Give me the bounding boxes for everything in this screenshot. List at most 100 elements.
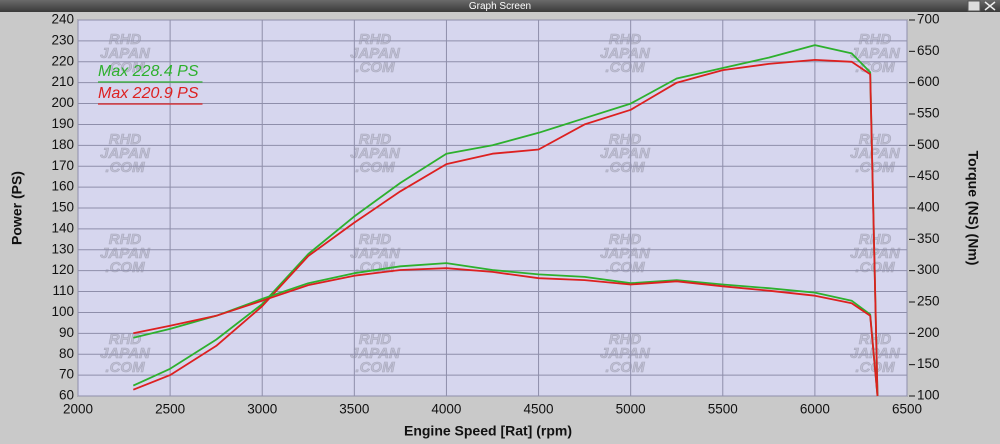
watermark: JAPAN bbox=[850, 145, 901, 162]
y-tick-label: 240 bbox=[51, 12, 74, 27]
watermark: .COM bbox=[355, 59, 395, 76]
y-axis-label: Power (PS) bbox=[9, 171, 25, 245]
y-tick-label: 230 bbox=[51, 32, 74, 47]
chart: RHDJAPAN.COMRHDJAPAN.COMRHDJAPAN.COMRHDJ… bbox=[51, 12, 939, 417]
title-bar bbox=[0, 0, 1000, 12]
y-tick-label: 200 bbox=[51, 95, 74, 110]
x-tick-label: 5500 bbox=[708, 402, 738, 417]
y2-tick-label: 500 bbox=[917, 137, 940, 152]
watermark: JAPAN bbox=[600, 45, 651, 62]
series-line bbox=[132, 44, 879, 397]
restore-button[interactable] bbox=[967, 0, 981, 12]
watermark: JAPAN bbox=[100, 45, 151, 62]
watermark: RHD bbox=[359, 131, 392, 148]
watermark: RHD bbox=[359, 31, 392, 48]
watermark: JAPAN bbox=[350, 245, 401, 262]
y2-tick-label: 700 bbox=[917, 12, 940, 27]
y2-tick-label: 100 bbox=[917, 388, 940, 403]
watermark: RHD bbox=[609, 331, 642, 348]
watermark: RHD bbox=[109, 231, 142, 248]
watermark: RHD bbox=[609, 231, 642, 248]
watermark: .COM bbox=[355, 159, 395, 176]
y-tick-label: 90 bbox=[59, 325, 74, 340]
series-line bbox=[133, 262, 879, 397]
y-tick-label: 110 bbox=[52, 283, 74, 298]
watermark: .COM bbox=[105, 259, 145, 276]
y-tick-label: 120 bbox=[51, 262, 74, 277]
watermark: RHD bbox=[359, 231, 392, 248]
watermark: JAPAN bbox=[350, 345, 401, 362]
watermark: JAPAN bbox=[350, 45, 401, 62]
y2-tick-label: 400 bbox=[917, 200, 940, 215]
series-line bbox=[133, 267, 879, 397]
y-tick-label: 130 bbox=[51, 241, 74, 256]
watermark: JAPAN bbox=[600, 245, 651, 262]
y2-axis-label: Torque (NS) (Nm) bbox=[965, 151, 981, 266]
watermark: RHD bbox=[609, 131, 642, 148]
y-tick-label: 220 bbox=[51, 53, 74, 68]
y-tick-label: 160 bbox=[51, 179, 74, 194]
x-tick-label: 2500 bbox=[155, 402, 185, 417]
y2-tick-label: 650 bbox=[917, 43, 940, 58]
y-tick-label: 170 bbox=[51, 158, 74, 173]
y-tick-label: 190 bbox=[51, 116, 74, 131]
y2-tick-label: 300 bbox=[917, 262, 940, 277]
watermark: JAPAN bbox=[100, 345, 151, 362]
watermark: RHD bbox=[859, 131, 892, 148]
watermark: JAPAN bbox=[850, 45, 901, 62]
watermark: JAPAN bbox=[100, 145, 151, 162]
watermark: RHD bbox=[109, 31, 142, 48]
x-tick-label: 3500 bbox=[339, 402, 369, 417]
x-tick-label: 5000 bbox=[616, 402, 646, 417]
close-button[interactable] bbox=[984, 1, 996, 11]
watermark: .COM bbox=[605, 59, 645, 76]
watermark: RHD bbox=[859, 231, 892, 248]
watermark: RHD bbox=[859, 31, 892, 48]
watermark: .COM bbox=[605, 159, 645, 176]
x-tick-label: 3000 bbox=[247, 402, 277, 417]
watermark: .COM bbox=[855, 159, 895, 176]
y2-tick-label: 250 bbox=[917, 294, 940, 309]
window-title: Graph Screen bbox=[469, 1, 531, 12]
y-tick-label: 60 bbox=[59, 388, 74, 403]
watermark: RHD bbox=[359, 331, 392, 348]
x-tick-label: 4500 bbox=[524, 402, 554, 417]
watermark: RHD bbox=[109, 331, 142, 348]
y-tick-label: 140 bbox=[51, 220, 74, 235]
y2-tick-label: 550 bbox=[917, 106, 940, 121]
watermark: JAPAN bbox=[850, 345, 901, 362]
y-tick-label: 150 bbox=[51, 200, 74, 215]
y-tick-label: 180 bbox=[51, 137, 74, 152]
x-tick-label: 6500 bbox=[892, 402, 922, 417]
watermark: RHD bbox=[859, 331, 892, 348]
x-tick-label: 2000 bbox=[63, 402, 93, 417]
watermark: JAPAN bbox=[600, 145, 651, 162]
watermark: .COM bbox=[355, 359, 395, 376]
y2-tick-label: 350 bbox=[917, 231, 940, 246]
y2-tick-label: 150 bbox=[917, 356, 940, 371]
watermark: JAPAN bbox=[600, 345, 651, 362]
watermark: .COM bbox=[605, 259, 645, 276]
y-tick-label: 70 bbox=[59, 367, 74, 382]
y-tick-label: 80 bbox=[59, 346, 74, 361]
annotation: Max 220.9 PS bbox=[98, 85, 199, 102]
y2-tick-label: 200 bbox=[917, 325, 940, 340]
watermark: JAPAN bbox=[850, 245, 901, 262]
watermark: RHD bbox=[109, 131, 142, 148]
y-tick-label: 210 bbox=[51, 74, 74, 89]
watermark: .COM bbox=[105, 159, 145, 176]
x-tick-label: 4000 bbox=[431, 402, 461, 417]
x-axis-label: Engine Speed [Rat] (rpm) bbox=[404, 423, 572, 439]
watermark: .COM bbox=[605, 359, 645, 376]
watermark: .COM bbox=[105, 59, 145, 76]
x-tick-label: 6000 bbox=[800, 402, 830, 417]
y-tick-label: 100 bbox=[51, 304, 74, 319]
watermark: RHD bbox=[609, 31, 642, 48]
series-line bbox=[132, 59, 879, 397]
annotation: Max 228.4 PS bbox=[98, 63, 199, 80]
watermark: .COM bbox=[105, 359, 145, 376]
watermark: JAPAN bbox=[350, 145, 401, 162]
watermark: JAPAN bbox=[100, 245, 151, 262]
y2-tick-label: 600 bbox=[917, 74, 940, 89]
